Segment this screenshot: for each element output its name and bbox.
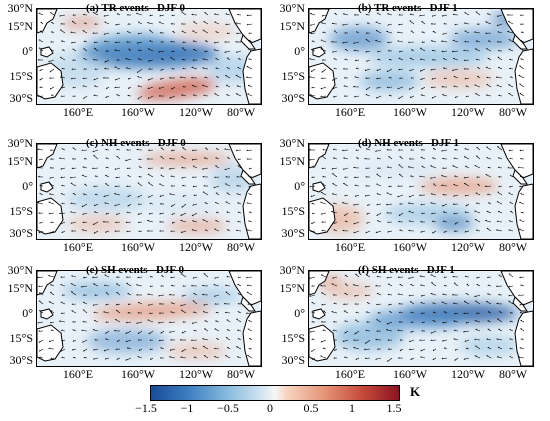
latitude-label: 0° [294, 179, 305, 193]
latitude-label: 15°N [7, 281, 33, 295]
latitude-label: 30°N [7, 136, 33, 150]
longitude-label: 80°W [226, 105, 256, 119]
land-masses [309, 271, 533, 366]
latitude-label: 15°N [7, 19, 33, 33]
colorbar-unit: K [410, 384, 421, 399]
map-panel [308, 143, 534, 240]
longitude-label: 160°E [334, 105, 366, 119]
colorbar-tick: −0.5 [217, 401, 239, 415]
latitude-label: 30°S [9, 353, 33, 367]
colorbar-tick: 1 [349, 401, 355, 415]
latitude-label: 15°N [279, 19, 305, 33]
longitude-label: 160°E [62, 105, 94, 119]
latitude-label: 30°S [281, 91, 305, 105]
longitude-label: 120°W [178, 367, 214, 381]
wind-vectors [309, 146, 525, 234]
latitude-label: 30°N [7, 1, 33, 15]
colorbar-tick: −1.5 [135, 401, 157, 415]
colorbar-tick: −1 [180, 401, 194, 415]
latitude-label: 30°S [281, 353, 305, 367]
longitude-label: 80°W [498, 105, 528, 119]
latitude-label: 15°N [279, 154, 305, 168]
longitude-label: 80°W [498, 240, 528, 254]
wind-vectors [37, 273, 253, 361]
panel-title: (d) NH events DJF 1 [358, 137, 460, 149]
map-panel [308, 270, 534, 367]
latitude-label: 15°S [9, 69, 33, 83]
colorbar-tick: 0.5 [303, 401, 319, 415]
panel-title: (b) TR events DJF 1 [358, 2, 458, 14]
latitude-label: 30°N [7, 263, 33, 277]
panel-title: (e) SH events DJF 0 [86, 264, 184, 276]
land-masses [37, 271, 261, 366]
latitude-label: 15°S [281, 204, 305, 218]
map-panel [36, 270, 262, 367]
latitude-label: 0° [294, 44, 305, 58]
longitude-label: 80°W [226, 240, 256, 254]
longitude-label: 160°W [120, 240, 156, 254]
longitude-label: 160°E [62, 367, 94, 381]
latitude-label: 0° [22, 44, 33, 58]
latitude-label: 0° [22, 179, 33, 193]
latitude-label: 30°N [279, 136, 305, 150]
latitude-label: 15°S [281, 331, 305, 345]
land-masses [37, 9, 261, 104]
longitude-label: 160°E [334, 240, 366, 254]
latitude-label: 30°S [9, 226, 33, 240]
land-masses [37, 144, 261, 239]
longitude-label: 160°E [334, 367, 366, 381]
latitude-label: 15°S [9, 331, 33, 345]
wind-vectors [37, 11, 253, 100]
latitude-label: 0° [22, 306, 33, 320]
colorbar-tick: 1.5 [386, 401, 402, 415]
panel-title: (f) SH events DJF 1 [358, 264, 455, 276]
latitude-label: 30°S [9, 91, 33, 105]
colorbar-tick: 0 [267, 401, 273, 415]
latitude-label: 15°S [281, 69, 305, 83]
map-panel [36, 143, 262, 240]
map-panel [308, 8, 534, 105]
longitude-label: 120°W [450, 240, 486, 254]
longitude-label: 160°W [120, 367, 156, 381]
longitude-label: 160°W [392, 367, 428, 381]
latitude-label: 0° [294, 306, 305, 320]
longitude-label: 80°W [498, 367, 528, 381]
longitude-label: 120°W [450, 105, 486, 119]
panel-title: (a) TR events DJF 0 [86, 2, 185, 14]
latitude-label: 30°N [279, 263, 305, 277]
latitude-label: 15°S [9, 204, 33, 218]
latitude-label: 30°N [279, 1, 305, 15]
longitude-label: 160°W [392, 105, 428, 119]
land-masses [309, 9, 533, 104]
wind-vectors [37, 147, 253, 234]
wind-vectors [309, 11, 525, 100]
longitude-label: 160°E [62, 240, 94, 254]
land-masses [309, 144, 533, 239]
colorbar [150, 385, 400, 401]
longitude-label: 120°W [450, 367, 486, 381]
wind-vectors [309, 273, 525, 362]
latitude-label: 15°N [279, 281, 305, 295]
longitude-label: 120°W [178, 240, 214, 254]
latitude-label: 30°S [281, 226, 305, 240]
longitude-label: 120°W [178, 105, 214, 119]
longitude-label: 80°W [226, 367, 256, 381]
latitude-label: 15°N [7, 154, 33, 168]
longitude-label: 160°W [120, 105, 156, 119]
map-panel [36, 8, 262, 105]
longitude-label: 160°W [392, 240, 428, 254]
panel-title: (c) NH events DJF 0 [86, 137, 186, 149]
